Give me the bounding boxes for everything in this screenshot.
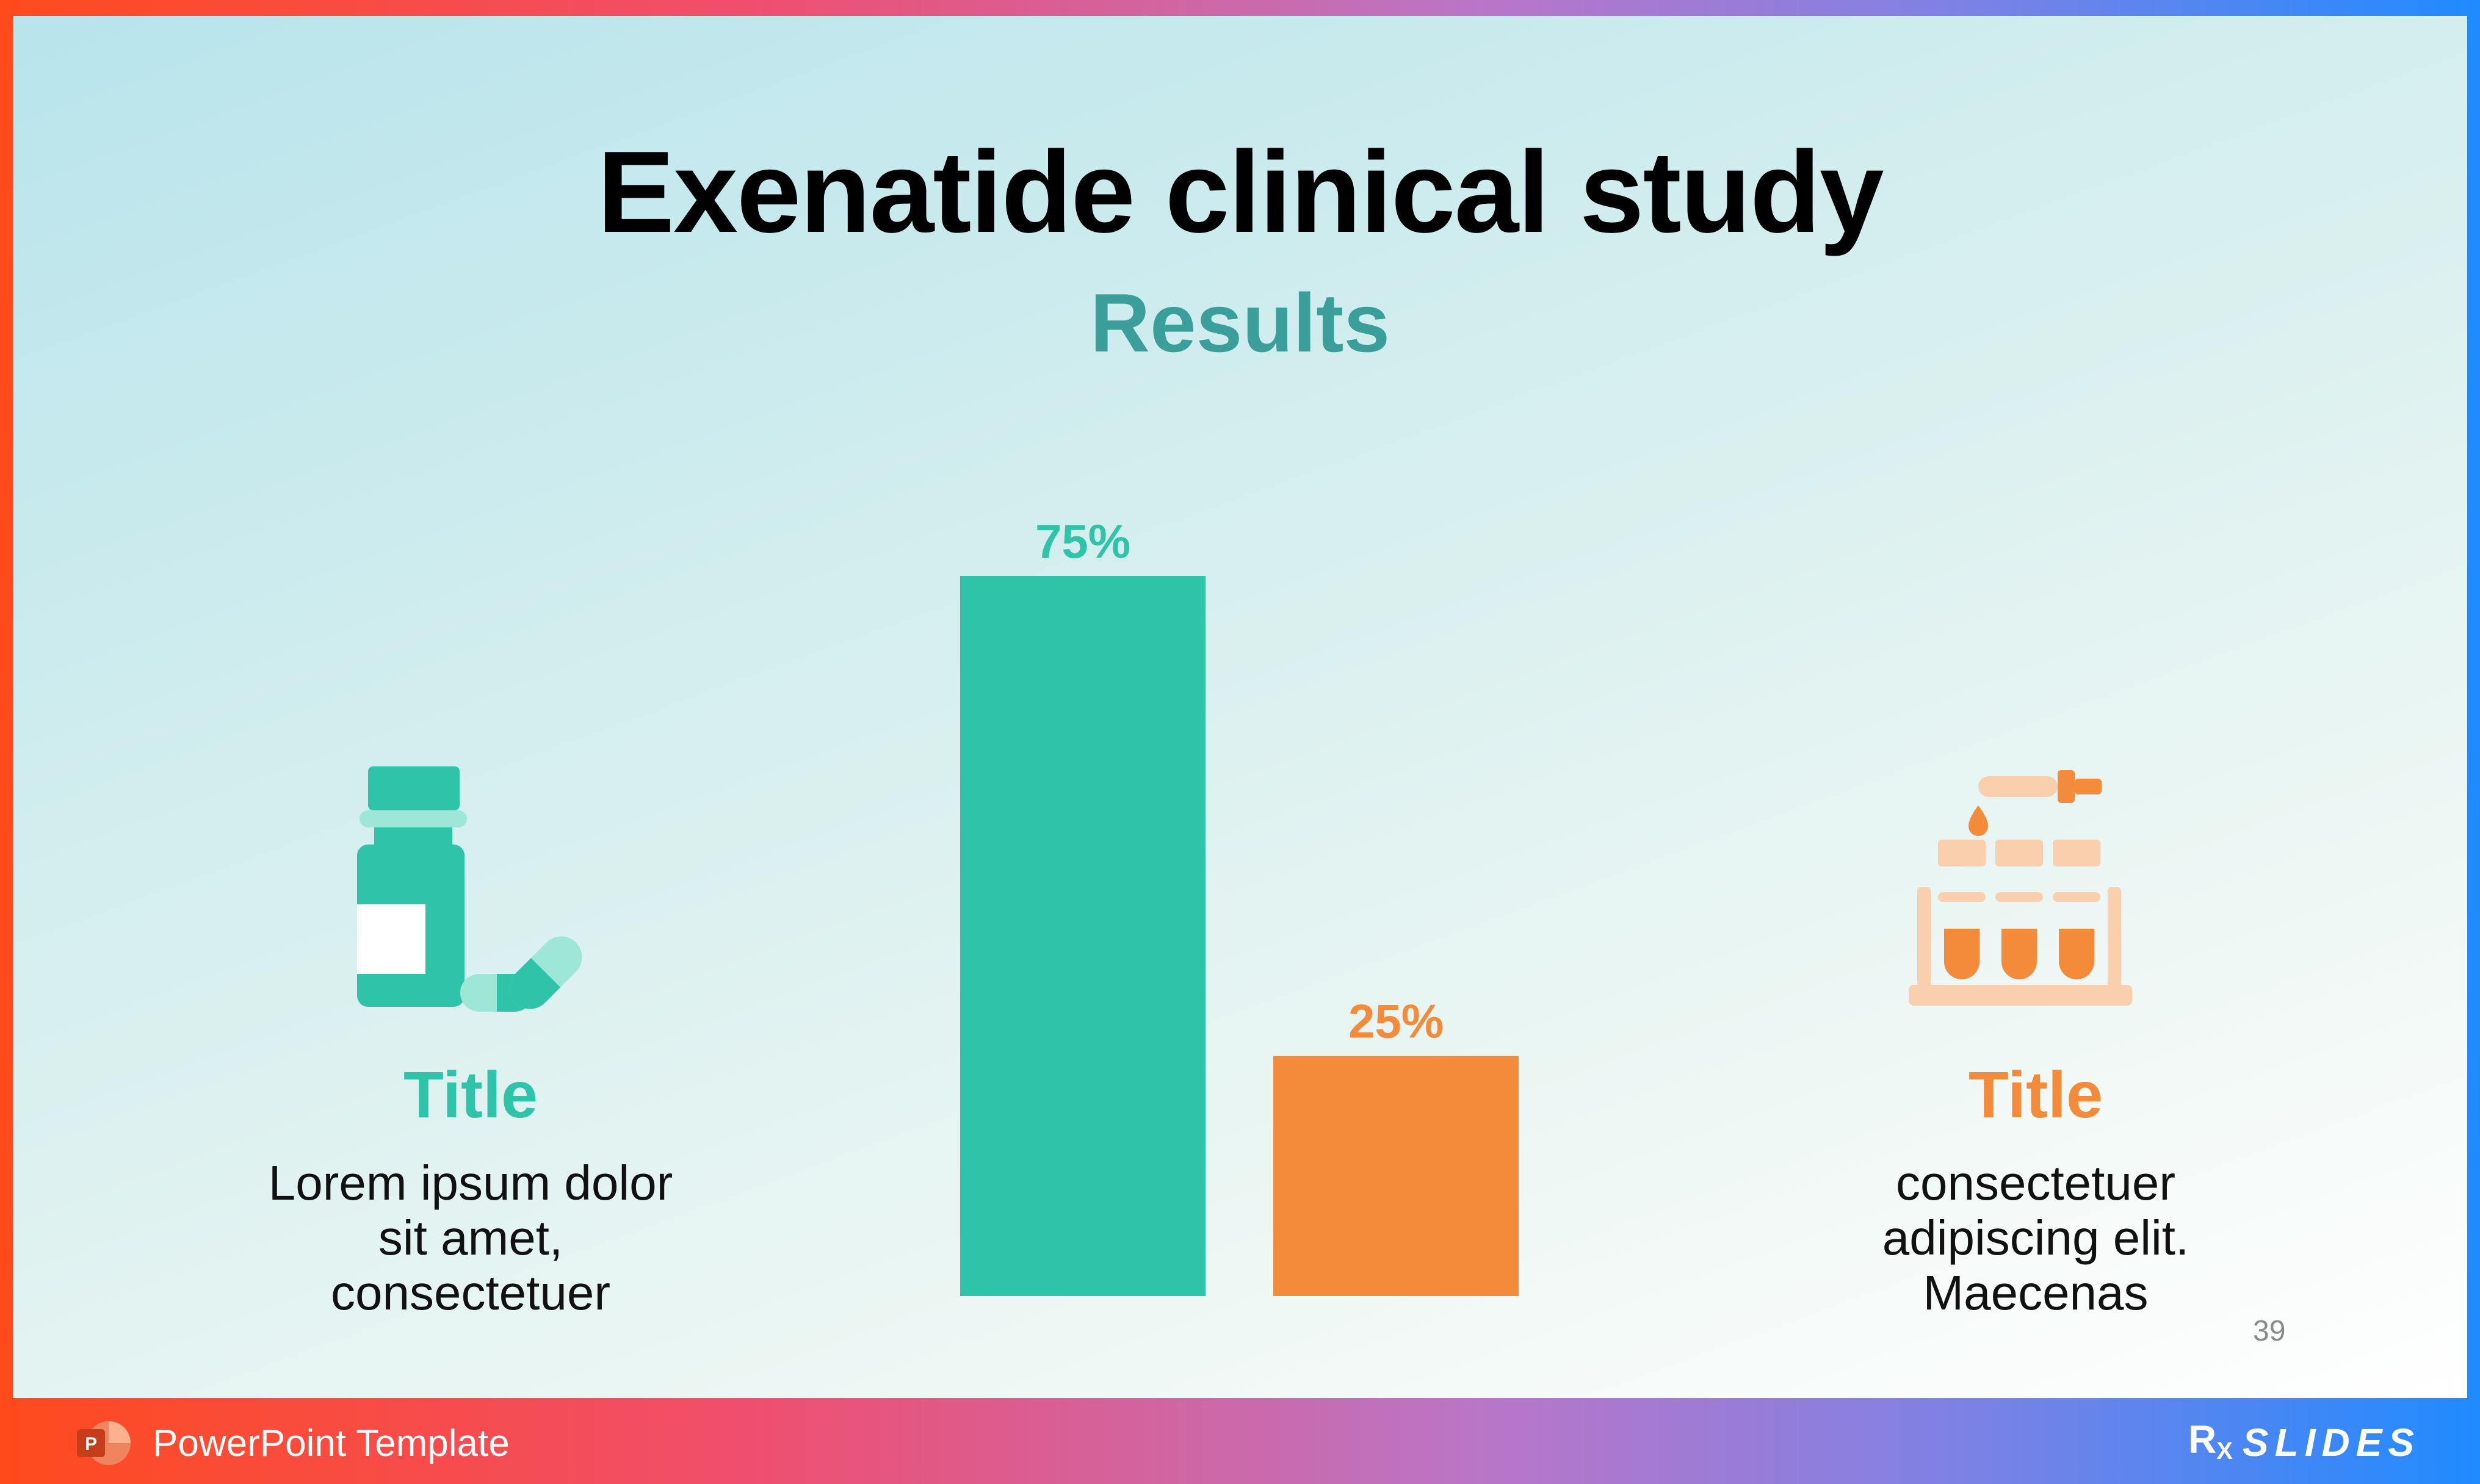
right-panel-body: consectetuer adipiscing elit. Maecenas xyxy=(1761,1156,2310,1320)
left-panel-line: Lorem ipsum dolor xyxy=(268,1156,673,1210)
right-panel-title: Title xyxy=(1968,1057,2103,1131)
footer-app: P PowerPoint Template xyxy=(73,1416,510,1471)
bar-2 xyxy=(1273,1056,1519,1296)
page-number: 39 xyxy=(2253,1315,2286,1347)
brand-rx-letter: R xyxy=(2188,1417,2217,1461)
footer-app-label: PowerPoint Template xyxy=(153,1422,510,1464)
right-panel-line: Maecenas xyxy=(1923,1266,2149,1320)
left-panel-title: Title xyxy=(403,1057,538,1131)
brand-logo: RX SLIDES xyxy=(2188,1417,2420,1465)
brand-name: SLIDES xyxy=(2242,1421,2421,1464)
bar-chart: 75% 25% xyxy=(960,514,1519,1296)
left-panel-line: sit amet, xyxy=(378,1211,563,1265)
right-panel-line: adipiscing elit. xyxy=(1882,1211,2189,1265)
slide: Exenatide clinical study Results xyxy=(13,16,2467,1398)
left-panel-line: consectetuer xyxy=(330,1266,611,1320)
page-title: Exenatide clinical study xyxy=(597,128,1884,257)
svg-text:P: P xyxy=(85,1434,97,1454)
left-panel-body: Lorem ipsum dolor sit amet, consectetuer xyxy=(196,1156,745,1320)
brand-rx: RX xyxy=(2188,1417,2233,1465)
bar-value-label: 75% xyxy=(1035,514,1130,568)
powerpoint-icon: P xyxy=(77,1421,131,1465)
bar-value-label: 25% xyxy=(1348,995,1444,1048)
bar-1 xyxy=(960,576,1206,1296)
medicine-bottle-icon xyxy=(357,766,582,1012)
right-panel-line: consectetuer xyxy=(1895,1156,2176,1210)
page-subtitle: Results xyxy=(1090,276,1390,369)
brand-rx-sub: X xyxy=(2216,1438,2233,1464)
test-tubes-icon xyxy=(1909,770,2132,1006)
